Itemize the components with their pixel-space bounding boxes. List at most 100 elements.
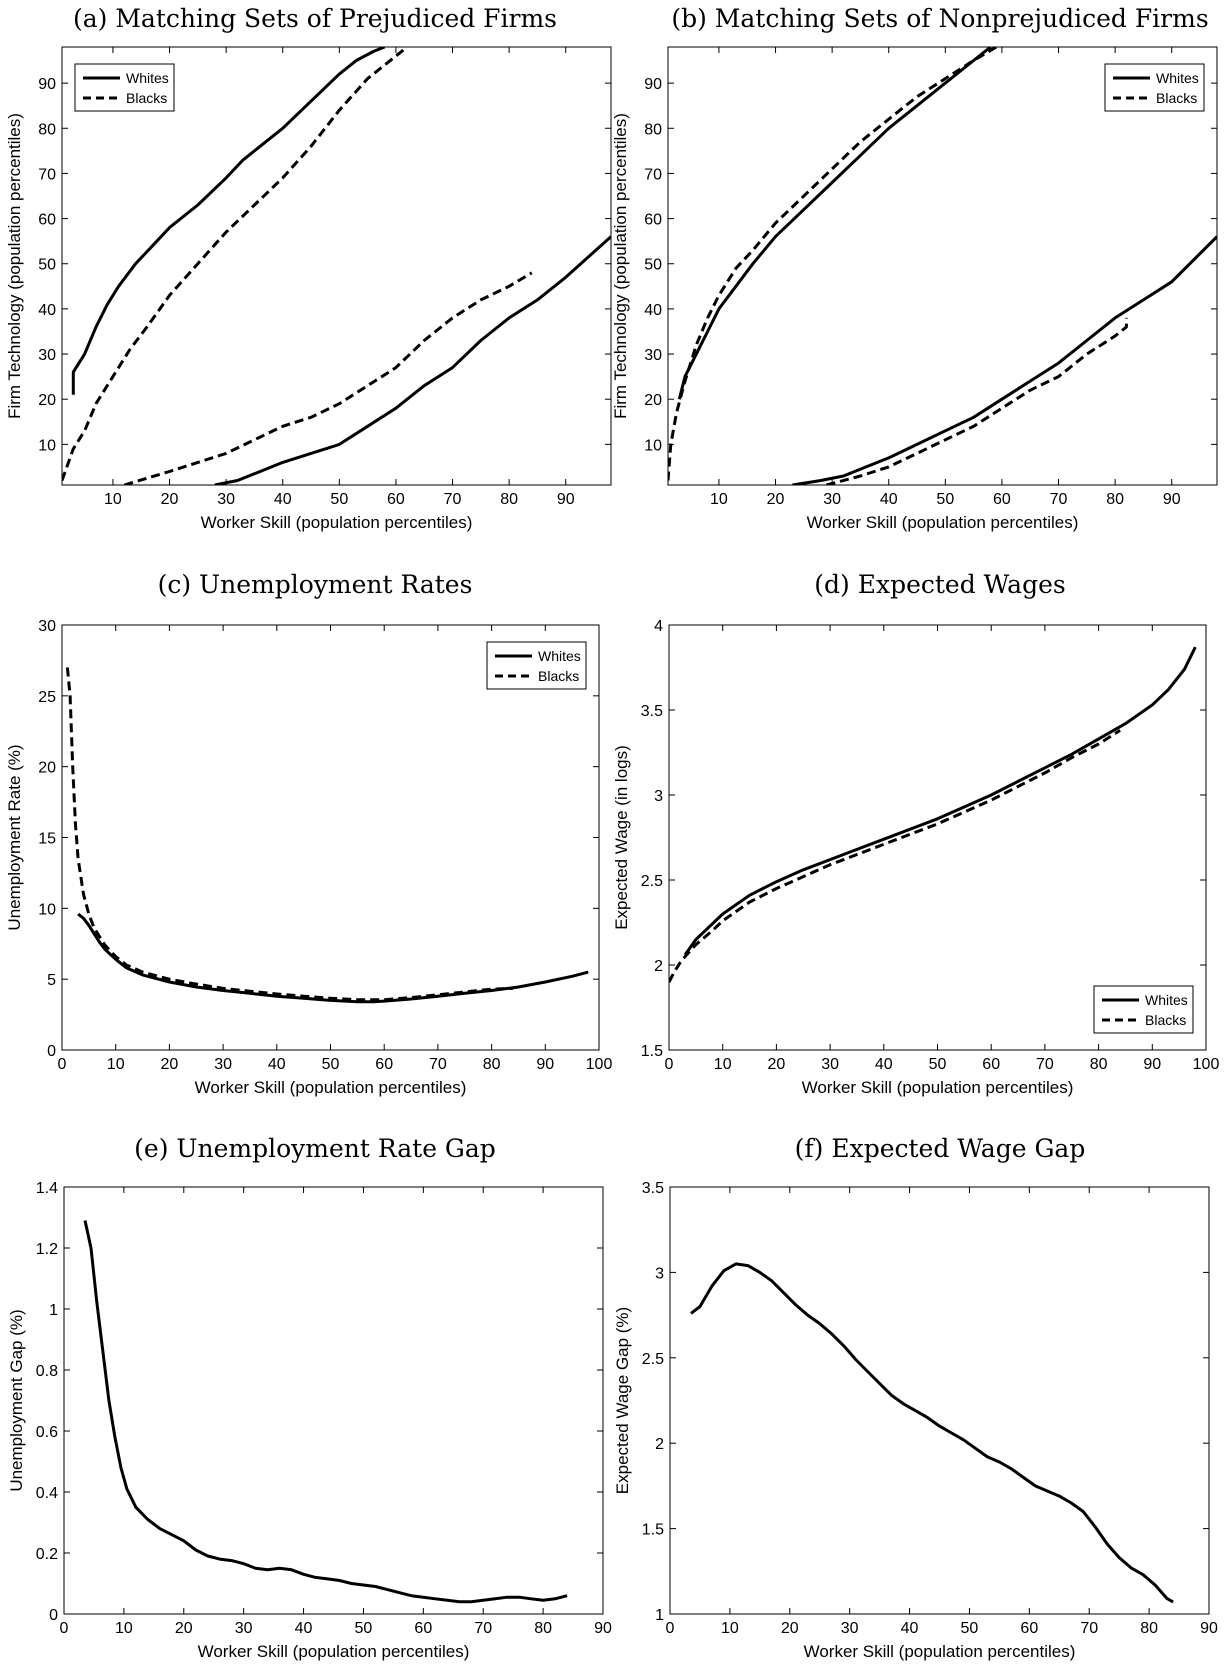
x-tick-label: 40: [901, 1620, 919, 1637]
y-tick-label: 2: [654, 958, 663, 975]
x-tick-label: 50: [330, 491, 348, 508]
x-tick-label: 50: [961, 1620, 979, 1637]
y-tick-label: 10: [38, 901, 56, 918]
x-tick-label: 80: [1140, 1620, 1158, 1637]
y-axis-label: Firm Technology (population percentiles): [5, 113, 24, 419]
chart-panel-d: (d) Expected Wages 0 10 20 30 40 50 60 70 80 90 100…: [612, 570, 1219, 1097]
x-axis-label: Worker Skill (population percentiles): [201, 513, 473, 532]
x-tick-label: 30: [821, 1056, 839, 1073]
x-tick-label: 60: [993, 491, 1011, 508]
x-tick-label: 90: [1200, 1620, 1218, 1637]
x-axis-label: Worker Skill (population percentiles): [198, 1642, 470, 1661]
x-tick-label: 20: [781, 1620, 799, 1637]
y-axis-label: Firm Technology (population percentiles): [611, 113, 630, 419]
plot-frame: [63, 1186, 604, 1615]
chart-title: (e) Unemployment Rate Gap: [134, 1134, 496, 1163]
legend-label-blacks: Blacks: [126, 90, 167, 106]
x-tick-label: 90: [557, 491, 575, 508]
y-tick-label: 40: [644, 302, 662, 319]
y-tick-label: 30: [38, 347, 56, 364]
series-line-whites-0: [677, 47, 992, 400]
x-tick-label: 30: [841, 1620, 859, 1637]
series-line-blacks-3: [826, 317, 1128, 485]
legend-box: [486, 641, 587, 690]
y-tick-label: 0: [47, 1043, 56, 1060]
legend-label-whites: Whites: [538, 648, 581, 664]
series-line-blacks-2: [668, 47, 998, 481]
x-tick-label: 70: [1036, 1056, 1054, 1073]
x-tick-label: 40: [274, 491, 292, 508]
x-tick-label: 40: [880, 491, 898, 508]
y-tick-label: 2: [655, 1436, 664, 1453]
x-tick-label: 60: [414, 1620, 432, 1637]
x-tick-label: 70: [444, 491, 462, 508]
x-tick-label: 10: [115, 1620, 133, 1637]
x-tick-label: 10: [721, 1620, 739, 1637]
y-tick-label: 5: [47, 972, 56, 989]
x-tick-label: 60: [375, 1056, 393, 1073]
y-tick-label: 80: [38, 121, 56, 138]
y-tick-label: 20: [644, 392, 662, 409]
series-line-whites-0: [683, 646, 1197, 956]
x-tick-label: 90: [1163, 491, 1181, 508]
x-tick-label: 50: [322, 1056, 340, 1073]
legend: Whites Blacks: [1093, 985, 1194, 1034]
x-axis-label: Worker Skill (population percentiles): [804, 1642, 1076, 1661]
legend-box: [1093, 985, 1194, 1034]
series-line-whites-0: [71, 47, 386, 395]
x-tick-label: 10: [104, 491, 122, 508]
y-tick-label: 4: [654, 618, 663, 635]
y-tick-label: 20: [38, 760, 56, 777]
x-tick-label: 30: [214, 1056, 232, 1073]
legend-box: [1104, 63, 1205, 112]
x-tick-label: 40: [295, 1620, 313, 1637]
x-tick-label: 90: [1143, 1056, 1161, 1073]
x-axis-label: Worker Skill (population percentiles): [802, 1078, 1074, 1097]
series-line-blacks-2: [62, 47, 409, 482]
x-tick-label: 40: [875, 1056, 893, 1073]
series-line-whites-1: [214, 235, 611, 485]
x-tick-label: 0: [665, 1056, 674, 1073]
x-tick-label: 100: [586, 1056, 613, 1073]
x-tick-label: 0: [58, 1056, 67, 1073]
x-tick-label: 70: [1080, 1620, 1098, 1637]
legend-label-blacks: Blacks: [538, 668, 579, 684]
y-tick-label: 0.4: [36, 1485, 58, 1502]
x-tick-label: 10: [714, 1056, 732, 1073]
x-tick-label: 20: [161, 1056, 179, 1073]
y-tick-label: 1.2: [36, 1241, 58, 1258]
x-tick-label: 90: [594, 1620, 612, 1637]
series-line-gap-0: [690, 1262, 1174, 1604]
plot-frame: [669, 1186, 1210, 1615]
x-tick-label: 20: [161, 491, 179, 508]
chart-panel-b: (b) Matching Sets of Nonprejudiced Firms…: [611, 4, 1218, 532]
y-axis-label: Expected Wage (in logs): [612, 745, 631, 930]
x-tick-label: 20: [767, 491, 785, 508]
x-tick-label: 80: [1106, 491, 1124, 508]
x-tick-label: 0: [666, 1620, 675, 1637]
y-tick-label: 90: [38, 76, 56, 93]
y-tick-label: 1: [655, 1607, 664, 1624]
x-tick-label: 80: [483, 1056, 501, 1073]
series-line-gap-0: [83, 1220, 568, 1604]
chart-title: (f) Expected Wage Gap: [795, 1134, 1086, 1163]
legend-label-blacks: Blacks: [1145, 1012, 1186, 1028]
y-tick-label: 0.8: [36, 1363, 58, 1380]
y-tick-label: 25: [38, 689, 56, 706]
legend-label-whites: Whites: [1145, 992, 1188, 1008]
x-tick-label: 20: [768, 1056, 786, 1073]
legend: Whites Blacks: [486, 641, 587, 690]
y-tick-label: 1.4: [36, 1180, 58, 1197]
x-tick-label: 100: [1193, 1056, 1220, 1073]
x-tick-label: 90: [536, 1056, 554, 1073]
y-tick-label: 3.5: [641, 703, 663, 720]
x-tick-label: 10: [107, 1056, 125, 1073]
y-tick-label: 10: [38, 437, 56, 454]
x-tick-label: 80: [1090, 1056, 1108, 1073]
x-tick-label: 70: [429, 1056, 447, 1073]
legend-box: [74, 63, 175, 112]
x-axis-label: Worker Skill (population percentiles): [195, 1078, 467, 1097]
y-tick-label: 0: [49, 1607, 58, 1624]
